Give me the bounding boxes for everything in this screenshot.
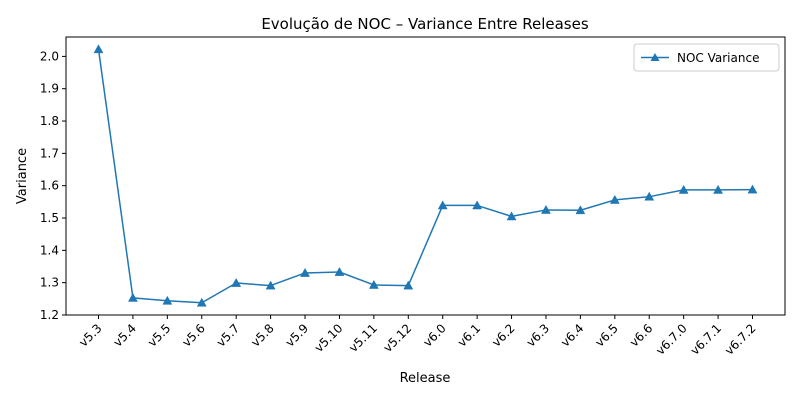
legend-box [633,43,780,72]
data-point-marker [541,204,551,214]
y-tick-label: 1.3 [40,276,59,290]
y-tick-label: 2.0 [40,49,59,63]
y-tick-label: 1.5 [40,211,59,225]
y-tick-label: 1.7 [40,146,59,160]
y-axis-title: Variance [15,148,30,204]
data-point-marker [747,184,758,194]
data-point-marker [472,200,483,210]
y-tick-label: 1.6 [40,179,59,193]
data-point-marker [437,200,448,210]
y-tick-label: 1.9 [40,82,59,96]
data-point-marker [265,280,276,290]
plot-series [93,44,758,307]
y-axis-ticks: 1.2 1.3 1.4 1.5 1.6 1.7 1.8 1.9 2.0 [40,49,66,322]
data-point-marker [93,44,104,54]
y-tick-label: 1.8 [40,114,59,128]
legend-marker-triangle [650,53,660,61]
data-point-marker [575,205,586,215]
data-point-marker [678,184,689,194]
y-tick-label: 1.2 [40,308,59,322]
data-point-marker [506,211,517,221]
legend: NOC Variance [633,43,780,72]
data-point-marker [231,277,242,287]
data-point-marker [334,266,345,276]
data-point-marker [127,292,138,302]
chart-title: Evolução de NOC – Variance Entre Release… [261,15,589,33]
data-point-marker [368,279,379,289]
data-point-marker [609,194,620,204]
series-line [97,49,753,304]
legend-label: NOC Variance [677,51,759,65]
data-point-marker [403,280,414,290]
plot-frame [65,36,786,316]
data-point-marker [162,295,173,305]
data-point-marker [644,191,655,201]
x-axis-title: Release [400,371,451,386]
data-point-marker [713,184,724,194]
data-point-marker [300,267,310,277]
y-tick-label: 1.4 [40,243,59,257]
data-point-marker [196,297,207,307]
